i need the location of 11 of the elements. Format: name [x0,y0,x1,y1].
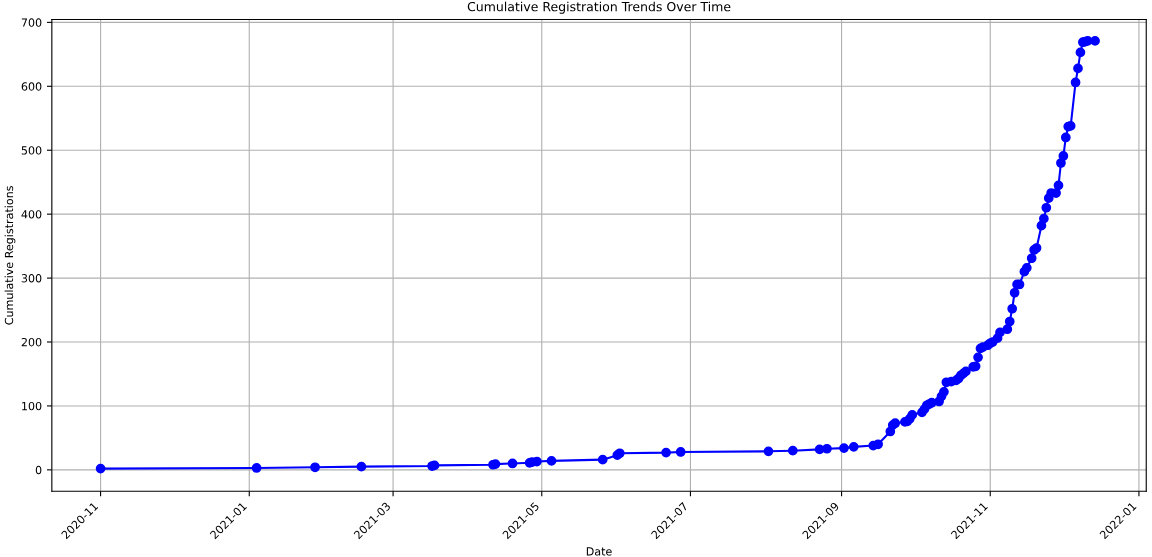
y-tick-label: 600 [21,82,42,91]
y-tick-label: 500 [21,146,42,155]
x-axis-title: Date [586,547,612,556]
y-tick-label: 100 [22,401,42,411]
y-tick-label: 300 [21,274,42,283]
y-tick-label: 400 [21,210,42,219]
chart-title: Cumulative Registration Trends Over Time [467,1,731,14]
y-tick-label: 700 [21,18,42,27]
y-tick-label: 0 [35,465,42,475]
y-tick-label: 200 [21,337,42,347]
y-axis-title: Cumulative Registrations [4,186,16,325]
